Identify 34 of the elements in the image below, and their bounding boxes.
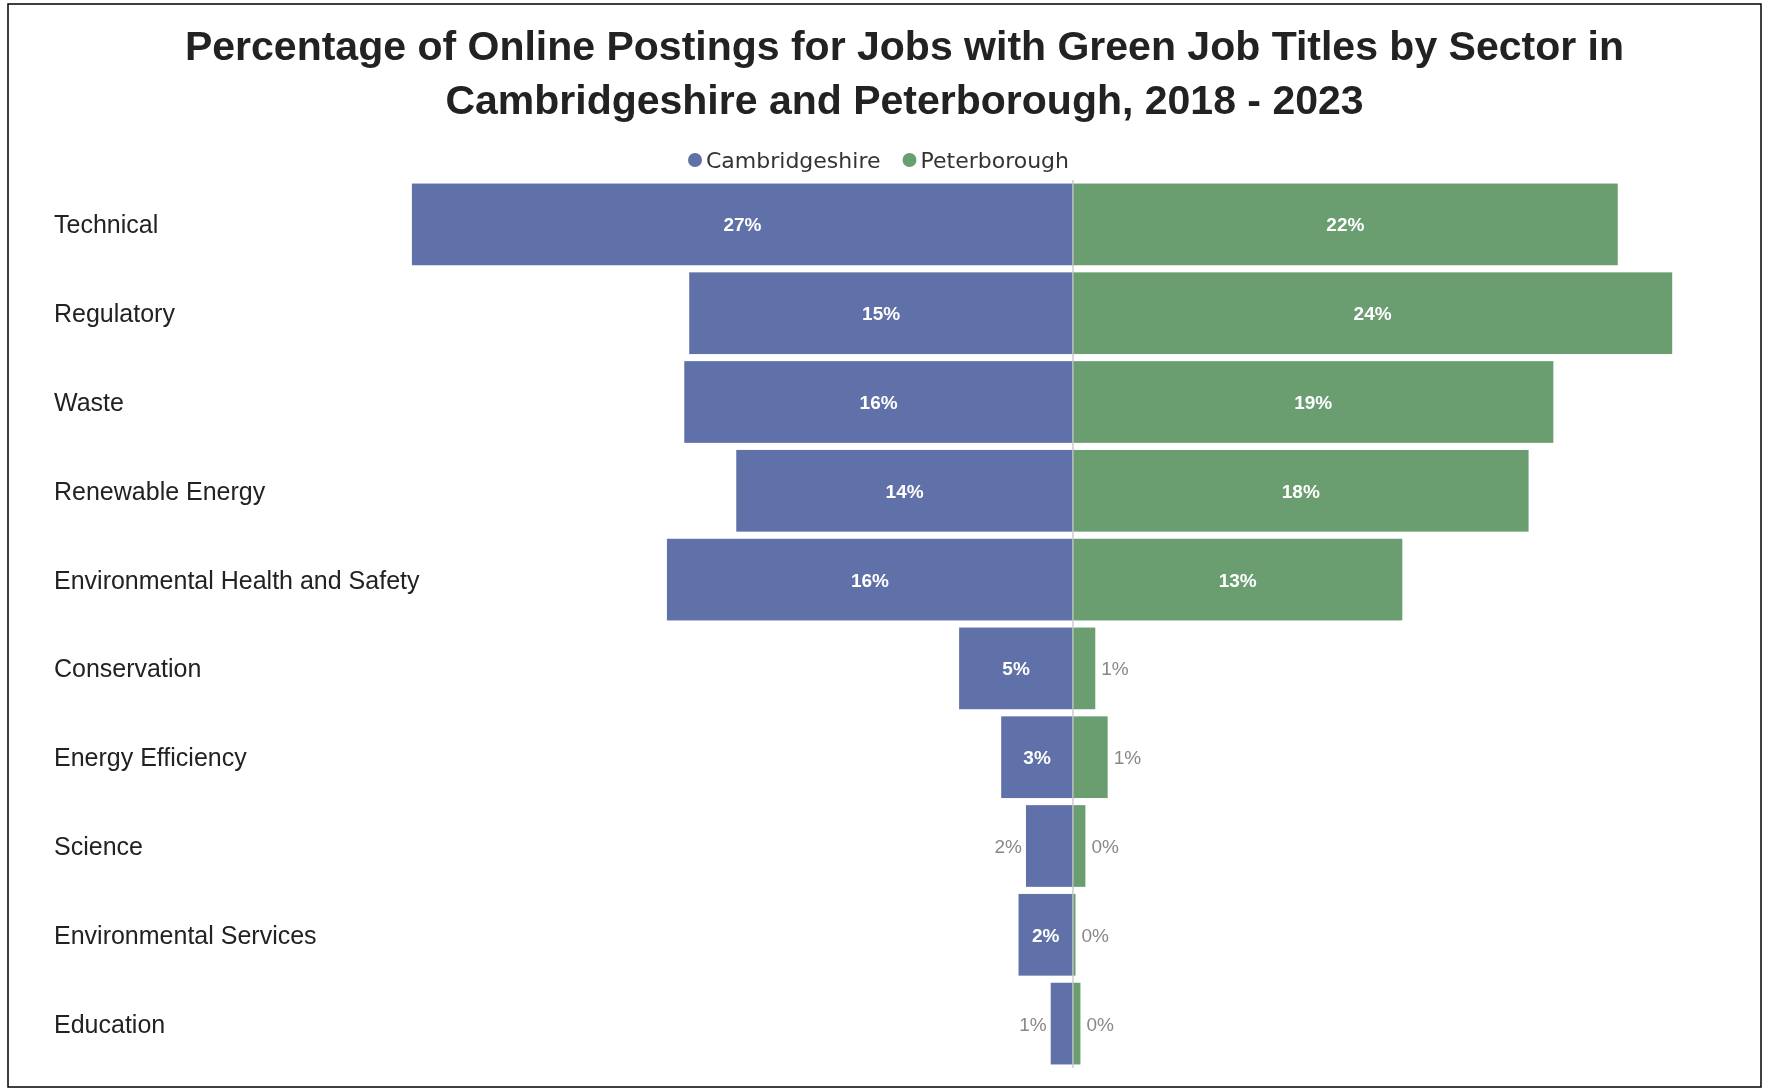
y-tick-label: Technical xyxy=(54,210,159,239)
data-label: 2% xyxy=(994,836,1023,857)
bar xyxy=(1073,627,1096,710)
data-label: 0% xyxy=(1091,836,1119,857)
data-label: 18% xyxy=(1281,480,1320,502)
data-label: 24% xyxy=(1353,303,1392,325)
y-tick-label: Environmental Health and Safety xyxy=(54,565,420,594)
data-label: 0% xyxy=(1086,1013,1114,1035)
data-label: 15% xyxy=(862,303,901,325)
y-tick-label: Energy Efficiency xyxy=(54,743,248,772)
y-tick-label: Environmental Services xyxy=(54,920,317,949)
y-tick-label: Waste xyxy=(54,388,124,416)
data-label: 3% xyxy=(1023,747,1051,769)
y-tick-label: Regulatory xyxy=(54,299,176,328)
legend-label: Cambridgeshire xyxy=(706,148,881,173)
y-tick-label: Education xyxy=(54,1009,166,1038)
data-label: 1% xyxy=(1101,658,1129,680)
data-label: 22% xyxy=(1326,214,1365,236)
data-label: 0% xyxy=(1081,924,1110,946)
data-label: 16% xyxy=(850,569,890,591)
legend-label: Peterborough xyxy=(920,148,1070,173)
data-label: 14% xyxy=(885,480,924,502)
data-label: 19% xyxy=(1294,392,1333,413)
y-tick-label: Renewable Energy xyxy=(54,476,266,505)
data-label: 5% xyxy=(1002,658,1030,680)
y-tick-label: Science xyxy=(54,832,143,860)
y-tick-label: Conservation xyxy=(54,654,202,683)
data-label: 1% xyxy=(1019,1013,1047,1035)
data-label: 27% xyxy=(723,214,762,236)
data-label: 16% xyxy=(859,392,898,413)
chart-title: Percentage of Online Postings for Jobs with Green Job Titles by Sector in Cambridgeshire and Peterborough, 2018 - 2023 xyxy=(184,23,1625,123)
data-label: 2% xyxy=(1032,924,1060,946)
data-label: 1% xyxy=(1113,747,1142,769)
data-label: 13% xyxy=(1218,569,1257,591)
